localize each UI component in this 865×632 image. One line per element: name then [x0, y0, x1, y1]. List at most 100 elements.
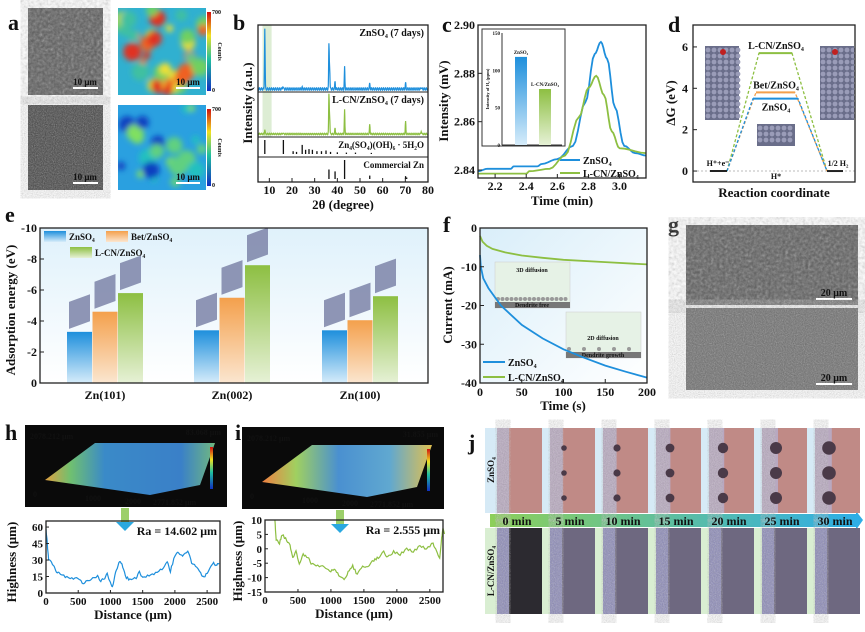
axis-tick-label: 1000 [302, 496, 318, 505]
y-axis-label: Highness (μm) [4, 522, 19, 603]
chart-h: 0 500 1000 1500 2000 2500 0 15 30 45 60 Ra = 14.602… [4, 520, 221, 622]
diffusion-schematic [565, 311, 642, 359]
panel-j: ZnSO₄ L-CN/ZnSO₄ 0 min 5 min 10 min 15 min 20 … [485, 428, 863, 614]
axis-tick-label: 2000 [125, 497, 141, 506]
sem-texture [686, 225, 858, 305]
colorbar-max: 700 [212, 10, 221, 16]
series-line [478, 74, 647, 175]
inset-bar-label: ZnSO₄ [514, 51, 529, 56]
x-tick-label: 2500 [196, 596, 219, 608]
panel-label-b: b [233, 10, 245, 35]
x-tick-label: Zn(100) [340, 388, 381, 402]
x-tick-label: 2.6 [550, 179, 565, 193]
inset-annotation: 2D diffusion [587, 336, 619, 342]
axis-extent-label: 2078.212 μm [30, 432, 74, 441]
axis-extent-label: 2771.852 μm [370, 500, 414, 509]
time-label: 15 min [658, 514, 693, 528]
arrow-icon [116, 522, 134, 531]
chart-c-inset: 0 50 100 150 Intensity of H₂ (ppm) ZnSO₄ L-CN/… [481, 28, 566, 149]
electrode-texture [603, 528, 615, 614]
sem-texture [28, 105, 103, 190]
adsorption-structure-image [349, 282, 371, 318]
y-axis-label: Adsorption energy (eV) [3, 245, 18, 376]
atom-o [832, 49, 838, 55]
series-line [257, 28, 429, 93]
x-axis-label: 2θ (degree) [312, 197, 374, 212]
adsorption-structure-image [324, 292, 345, 328]
axis-extent-label: 2771.852 μm [153, 498, 197, 507]
time-label: 5 min [555, 514, 584, 528]
energy-path [726, 52, 828, 172]
dendrite [770, 442, 782, 454]
legend-swatch [106, 231, 128, 242]
panel-g: 20 μm 20 μm [686, 225, 858, 390]
scale-bar-label: 10 μm [73, 172, 97, 182]
y-tick-label: -30 [461, 337, 477, 351]
dendrite [561, 445, 567, 451]
series-line [257, 93, 429, 136]
dendrite [561, 495, 567, 501]
legend-label: L-CN/ZnSO₄ [95, 248, 146, 258]
x-axis-label: Distance (μm) [94, 607, 172, 622]
roughness-label: Ra = 14.602 μm [137, 524, 217, 538]
x-tick-label: 200 [638, 385, 656, 399]
y-axis-label: Intensity (mV) [436, 60, 451, 141]
dendrite [665, 468, 675, 478]
x-tick-label: 2000 [386, 595, 409, 607]
legend-swatch [44, 231, 66, 242]
y-tick-label: -2 [27, 345, 37, 359]
x-tick-label: 1500 [132, 596, 155, 608]
electrode-texture [656, 428, 668, 513]
bar [245, 265, 270, 383]
time-label: 0 min [502, 514, 531, 528]
inset-bar [539, 89, 551, 145]
arrow-icon [336, 510, 344, 524]
colorbar-min: 0 [212, 183, 215, 189]
surface-topography [262, 445, 432, 497]
electrode-texture [762, 528, 774, 614]
y-tick-label: -15 [247, 587, 262, 599]
colorbar [207, 12, 211, 91]
panel-label-g: g [668, 212, 679, 237]
y-tick-label: 2.84 [454, 163, 475, 177]
adsorption-structure-image [375, 258, 396, 294]
dendrite [770, 492, 782, 504]
substrate [495, 302, 570, 308]
x-tick-label: 80 [422, 183, 434, 197]
y-tick-label: 0 [682, 164, 688, 178]
x-tick-label: 40 [331, 183, 343, 197]
axis-tick-label: 0 [33, 490, 37, 499]
colorbar [207, 109, 211, 186]
panel-label-j: j [467, 430, 475, 455]
y-tick-label: 2.90 [454, 18, 475, 32]
series-line [479, 235, 648, 266]
legend-label: ZnSO₄ [508, 358, 537, 369]
series-label: ZnSO₄ (7 days) [359, 28, 424, 39]
chart-e: Zn(101) Zn(002) Zn(100) 0 -2 -4 -6 -8 -10 ZnSO₄ Be… [3, 221, 429, 402]
y-tick-label: 5 [257, 529, 263, 541]
heatmap-blobs [118, 8, 206, 95]
y-tick-label: -20 [461, 299, 477, 313]
x-tick-label: 500 [70, 596, 87, 608]
bar [373, 296, 398, 383]
time-label: 30 min [817, 514, 852, 528]
y-tick-label: -8 [27, 252, 37, 266]
x-axis-label: Reaction coordinate [718, 185, 830, 200]
x-axis-label: Distance (μm) [315, 606, 393, 621]
dendrite [613, 444, 621, 452]
series-line [45, 529, 220, 588]
substrate [566, 352, 641, 358]
state-label: H* [771, 172, 781, 181]
y-tick-label: 0 [31, 376, 37, 390]
bar [92, 311, 118, 383]
y-tick-label: -40 [461, 376, 477, 390]
axis-tick-label: 1000 [85, 494, 101, 503]
panel-h-3d: 2078.212 μm 83.068 μm 2771.852 μm 0 1000 2000 [25, 425, 227, 531]
bar [67, 331, 92, 383]
axis-extent-label: 2078.212 μm [247, 434, 291, 443]
x-tick-label: 50 [354, 183, 366, 197]
axis-extent-label: 83.068 μm [186, 428, 222, 437]
chart-c: ZnSO₄ L-CN/ZnSO₄ 2.2 2.4 2.6 2.8 3.0 2.84 2.86 2.… [436, 18, 647, 208]
y-tick-label: 0 [38, 588, 44, 600]
